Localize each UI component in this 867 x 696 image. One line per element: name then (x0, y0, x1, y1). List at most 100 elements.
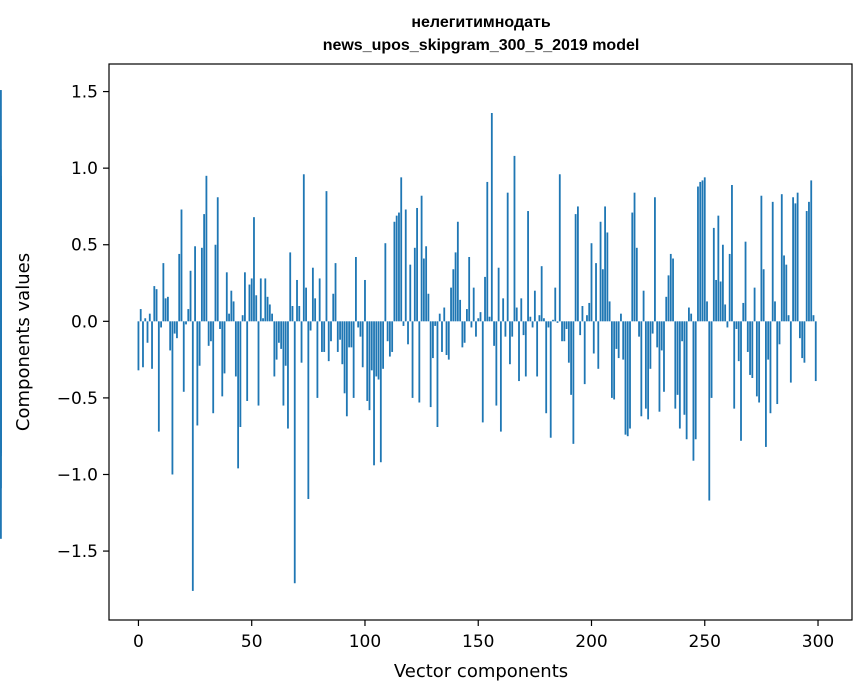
bar (470, 321, 473, 328)
bar (502, 298, 505, 322)
bar (302, 174, 305, 322)
bar (771, 201, 774, 322)
bar (334, 263, 337, 322)
bar (323, 321, 326, 352)
bar (765, 321, 767, 447)
bar (348, 321, 351, 348)
bar (386, 321, 389, 342)
bar (216, 197, 219, 322)
bar (597, 321, 600, 369)
bar (644, 321, 647, 409)
bar (801, 321, 804, 359)
bar (155, 289, 158, 322)
bar (721, 244, 724, 322)
bar (647, 321, 650, 420)
bar (475, 321, 477, 337)
bar (792, 197, 795, 322)
bar (472, 287, 475, 322)
bar (404, 209, 407, 322)
bar (656, 321, 659, 348)
bar (364, 279, 366, 322)
bar (719, 281, 722, 322)
bar (305, 287, 307, 322)
bar (311, 267, 314, 322)
bar (429, 321, 432, 408)
bar (545, 321, 548, 414)
bar (529, 316, 532, 322)
bar (674, 321, 677, 409)
bar (214, 244, 217, 322)
bar (244, 272, 246, 322)
bar (583, 321, 586, 385)
bar (776, 321, 779, 405)
bar (382, 321, 384, 369)
bar (438, 313, 441, 322)
bar (518, 321, 520, 382)
bar (665, 296, 668, 322)
bar (638, 321, 640, 337)
bar (803, 321, 806, 363)
bar (0, 273, 2, 322)
bar (626, 321, 629, 437)
bar (411, 321, 414, 398)
bar (778, 321, 781, 345)
bar (162, 263, 165, 322)
bar (610, 321, 613, 398)
bar (330, 321, 332, 342)
bar (296, 279, 298, 322)
y-tick-label: −1.0 (57, 465, 98, 485)
bar (617, 321, 620, 359)
bar (232, 301, 235, 322)
bar (450, 287, 452, 322)
bar (658, 321, 661, 412)
bar (259, 278, 262, 322)
bar (588, 302, 591, 322)
x-tick-label: 200 (575, 632, 607, 652)
bar (185, 321, 187, 325)
bar (266, 296, 269, 322)
bar (373, 321, 375, 466)
bar (753, 287, 756, 322)
bar (441, 321, 443, 352)
bar (264, 278, 267, 322)
bar (253, 217, 255, 322)
bar (461, 321, 464, 348)
bar (178, 253, 181, 322)
bar-series (0, 90, 817, 591)
y-axis: −1.5 −1.0 −0.5 0.0 0.5 1.0 1.5 (57, 83, 109, 562)
bar (493, 321, 495, 346)
bar (357, 321, 360, 328)
bar (717, 215, 720, 322)
bar (366, 321, 369, 401)
bar (234, 321, 237, 377)
bar (182, 321, 185, 392)
bar (749, 321, 751, 375)
x-tick-label: 0 (133, 632, 144, 652)
bar (291, 306, 294, 322)
bar (468, 256, 471, 322)
bar (814, 321, 817, 382)
x-tick-label: 100 (349, 632, 381, 652)
bar (615, 321, 618, 349)
bar (388, 321, 391, 357)
bar (416, 207, 418, 322)
bar (760, 195, 763, 322)
bar (300, 321, 303, 363)
bar (384, 243, 387, 322)
bar (203, 214, 206, 322)
bar (180, 209, 183, 322)
bar (746, 321, 749, 352)
bar (379, 321, 382, 463)
bar (706, 301, 708, 322)
bar (624, 321, 627, 435)
bar (432, 321, 434, 359)
bar (685, 321, 688, 440)
bar (651, 321, 654, 334)
bar (499, 321, 502, 432)
bar (248, 284, 251, 322)
bar (221, 321, 224, 397)
bar (536, 321, 539, 377)
bar (633, 192, 636, 322)
bar (318, 278, 321, 322)
